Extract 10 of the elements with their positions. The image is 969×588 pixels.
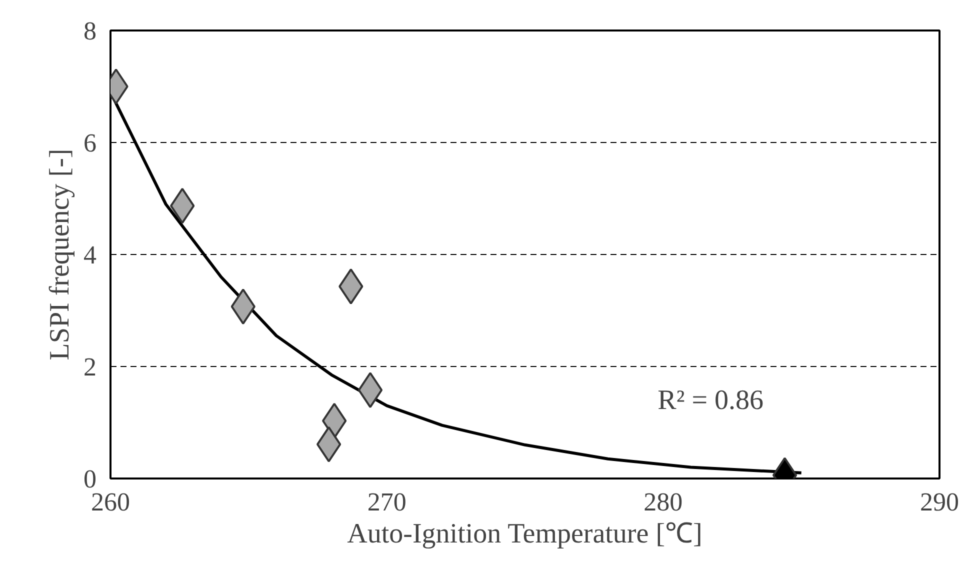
x-tick-label: 270 <box>367 488 406 516</box>
y-tick-label: 2 <box>84 352 96 382</box>
x-axis-title: Auto-Ignition Temperature [℃] <box>347 518 702 550</box>
annotation: R² = 0.86 <box>658 384 764 416</box>
y-tick-label: 8 <box>84 16 96 46</box>
x-tick-label: 280 <box>644 488 683 516</box>
y-tick-label: 6 <box>84 128 96 158</box>
x-tick-label: 290 <box>920 488 959 516</box>
y-tick-label: 4 <box>84 240 96 270</box>
y-axis-title: LSPI frequency [-] <box>44 148 76 360</box>
